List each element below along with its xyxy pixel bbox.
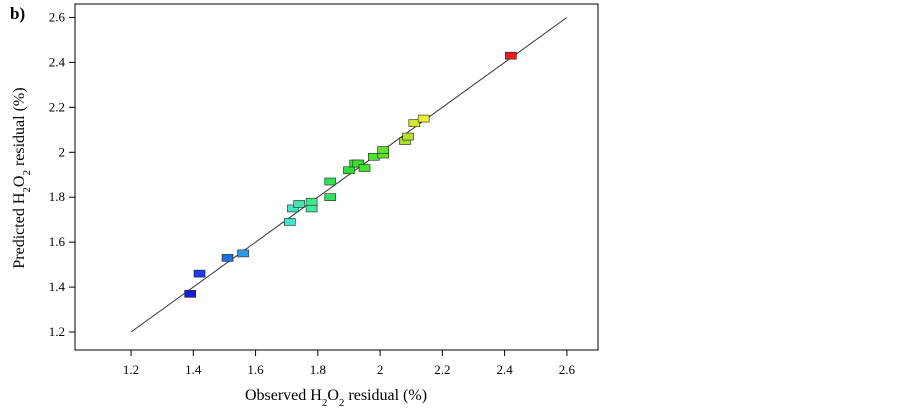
x-tick-label: 2.6	[559, 362, 576, 377]
data-point	[358, 164, 371, 172]
data-point	[237, 249, 249, 258]
y-tick-label: 2.6	[49, 9, 66, 24]
y-tick-label: 2.4	[49, 54, 66, 69]
data-point	[343, 166, 355, 175]
y-tick-label: 1.6	[49, 234, 66, 249]
data-point	[402, 132, 414, 141]
y-axis-title: Predicted H2O2 residual (%)	[11, 87, 33, 268]
y-tick-label: 2.2	[49, 99, 65, 114]
data-point	[324, 177, 337, 186]
reference-line	[130, 17, 568, 333]
y-tick-label: 2	[59, 144, 66, 159]
data-point	[305, 204, 318, 213]
y-tick-label: 1.2	[49, 324, 65, 339]
panel-label: b)	[10, 4, 26, 23]
data-point	[324, 193, 337, 202]
x-tick-label: 2.4	[496, 362, 513, 377]
y-tick-label: 1.8	[49, 189, 65, 204]
data-point	[305, 197, 318, 206]
data-point	[505, 51, 517, 60]
data-point	[284, 218, 296, 226]
y-tick-label: 1.4	[49, 279, 66, 294]
x-tick-label: 1.2	[123, 362, 139, 377]
data-point	[193, 269, 206, 278]
x-tick-label: 2.2	[434, 362, 450, 377]
data-point	[293, 200, 305, 208]
x-tick-label: 1.4	[185, 362, 202, 377]
data-point	[221, 254, 234, 262]
plot-frame	[74, 3, 599, 351]
data-point	[184, 290, 196, 298]
x-tick-label: 1.6	[247, 362, 264, 377]
data-point	[287, 204, 299, 213]
data-point	[408, 119, 421, 127]
x-axis-title: Observed H2O2 residual (%)	[245, 387, 427, 409]
data-point	[417, 114, 430, 123]
data-point	[352, 159, 365, 168]
data-point	[377, 146, 389, 154]
x-tick-label: 1.8	[310, 362, 326, 377]
x-tick-label: 2	[377, 362, 384, 377]
